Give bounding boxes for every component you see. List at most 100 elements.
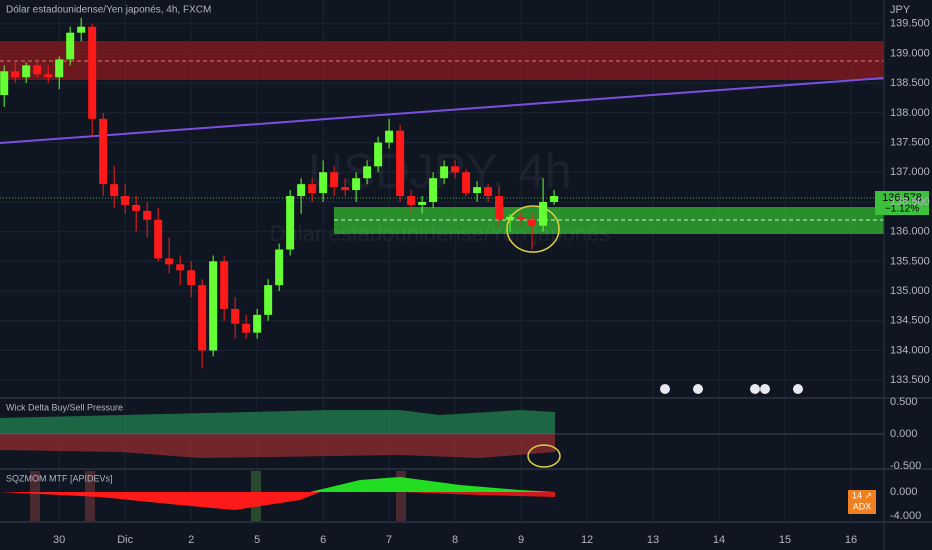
chart-title: Dólar estadounidense/Yen japonés, 4h, FX… [6, 5, 211, 16]
candle-body [341, 187, 350, 191]
pane-tick-label: 0.500 [890, 396, 918, 408]
y-tick-label: 134.000 [890, 344, 930, 356]
candle-body [330, 172, 339, 188]
x-tick-label: 13 [647, 534, 659, 546]
x-tick-label: 2 [188, 534, 194, 546]
y-tick-label: 133.500 [890, 374, 930, 386]
momentum-negative [400, 492, 555, 497]
adx-value: 14 ↗ [852, 490, 872, 500]
candle-body [242, 323, 251, 333]
candle-body [352, 178, 361, 191]
candle-body [22, 65, 31, 78]
signal-column [396, 471, 406, 521]
candle-body [275, 249, 284, 286]
y-tick-label: 136.500 [890, 196, 930, 208]
candle-body [110, 184, 119, 197]
candle-body [143, 210, 152, 220]
candle-body [550, 196, 559, 202]
candle-body [418, 201, 427, 205]
x-tick-label: 8 [452, 534, 458, 546]
candle-body [121, 196, 130, 205]
candle-body [308, 184, 317, 194]
x-tick-label: 9 [518, 534, 524, 546]
candle-body [33, 65, 42, 75]
currency: JPY [890, 4, 911, 16]
y-tick-label: 137.500 [890, 136, 930, 148]
candle-body [220, 261, 229, 309]
candle-body [187, 270, 196, 286]
y-tick-label: 139.500 [890, 18, 930, 30]
candle-body [429, 178, 438, 202]
candle-body [297, 184, 306, 197]
candle-body [11, 71, 20, 78]
trend-line [0, 77, 885, 144]
watermark: USDJPY, 4h [308, 146, 571, 199]
candle-body [198, 285, 207, 351]
candle-body [473, 187, 482, 194]
adx-label: ADX [853, 501, 872, 511]
candle-body [495, 196, 504, 220]
pane-tick-label: 0.000 [890, 486, 918, 498]
candle-body [528, 219, 537, 226]
candle-body [286, 196, 295, 250]
buy-pressure-band [0, 410, 555, 434]
last-price-badge [875, 191, 929, 215]
pane-tick-label: 0.000 [890, 428, 918, 440]
x-tick-label: Dic [117, 534, 133, 546]
candle-body [231, 308, 240, 324]
pane-title: SQZMOM MTF [APIDEVs] [6, 473, 113, 483]
y-tick-label: 136.000 [890, 226, 930, 238]
y-tick-label: 138.500 [890, 77, 930, 89]
candle-body [462, 172, 471, 194]
pane-tick-label: -4.000 [890, 510, 921, 522]
candle-body [165, 258, 174, 265]
x-tick-label: 6 [320, 534, 326, 546]
candle-body [132, 204, 141, 211]
candle-body [154, 219, 163, 259]
candle-body [440, 166, 449, 179]
candle-body [55, 59, 64, 78]
x-tick-label: 16 [845, 534, 857, 546]
candle-body [0, 71, 9, 96]
candle-body [451, 166, 460, 173]
candle-body [506, 216, 515, 220]
y-tick-label: 138.000 [890, 107, 930, 119]
adx-badge [848, 490, 876, 514]
last-price: 136.578 [882, 192, 922, 204]
event-icons [660, 384, 803, 394]
candle-body [209, 261, 218, 351]
x-tick-label: 5 [254, 534, 260, 546]
y-tick-label: 134.500 [890, 315, 930, 327]
x-tick-label: 14 [713, 534, 725, 546]
candle-body [374, 142, 383, 167]
candle-body [44, 74, 53, 78]
momentum-positive [310, 477, 555, 492]
candle-body [396, 130, 405, 197]
candle-body [539, 201, 548, 226]
x-tick-label: 12 [581, 534, 593, 546]
candle-body [484, 187, 493, 197]
pane-tick-label: -0.500 [890, 460, 921, 472]
candle-body [176, 264, 185, 271]
x-tick-label: 15 [779, 534, 791, 546]
pane-title: Wick Delta Buy/Sell Pressure [6, 402, 123, 412]
candle-body [319, 172, 328, 194]
x-tick-label: 7 [386, 534, 392, 546]
y-tick-label: 137.000 [890, 166, 930, 178]
y-tick-label: 135.000 [890, 285, 930, 297]
x-tick-label: 30 [53, 534, 65, 546]
highlight [506, 205, 560, 253]
price-change: −1.12% [885, 204, 919, 215]
momentum-negative [0, 492, 320, 510]
signal-column [30, 471, 40, 521]
candle-body [264, 285, 273, 315]
candle-body [77, 26, 86, 33]
candle-body [253, 314, 262, 333]
candle-body [517, 216, 526, 220]
y-tick-label: 135.500 [890, 255, 930, 267]
watermark-subtitle: Dólar estadounidense/Yen japonés [270, 221, 610, 246]
candle-body [66, 32, 75, 60]
candle-body [88, 26, 97, 119]
candle-body [363, 166, 372, 179]
candle-body [385, 130, 394, 143]
